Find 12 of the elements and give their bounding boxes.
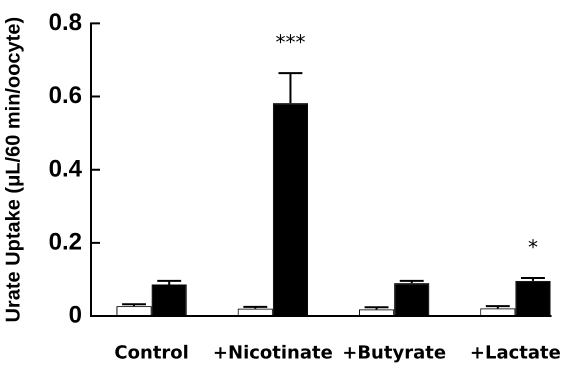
x-tick-label: +Lactate	[470, 342, 561, 364]
y-tick-label: 0.8	[48, 9, 82, 36]
y-axis-title: Urate Uptake (μL/60 min/oocyte)	[2, 16, 25, 323]
y-tick-label: 0	[68, 302, 82, 329]
annotation: *	[528, 234, 538, 259]
annotation: ***	[275, 30, 306, 54]
y-tick-label: 0.2	[48, 228, 82, 256]
y-tick-label: 0.6	[48, 82, 82, 110]
x-tick-label: Control	[114, 342, 189, 364]
x-tick-label: +Butyrate	[342, 342, 446, 364]
x-tick-label: +Nicotinate	[212, 342, 333, 364]
y-tick-label: 0.4	[48, 155, 83, 182]
